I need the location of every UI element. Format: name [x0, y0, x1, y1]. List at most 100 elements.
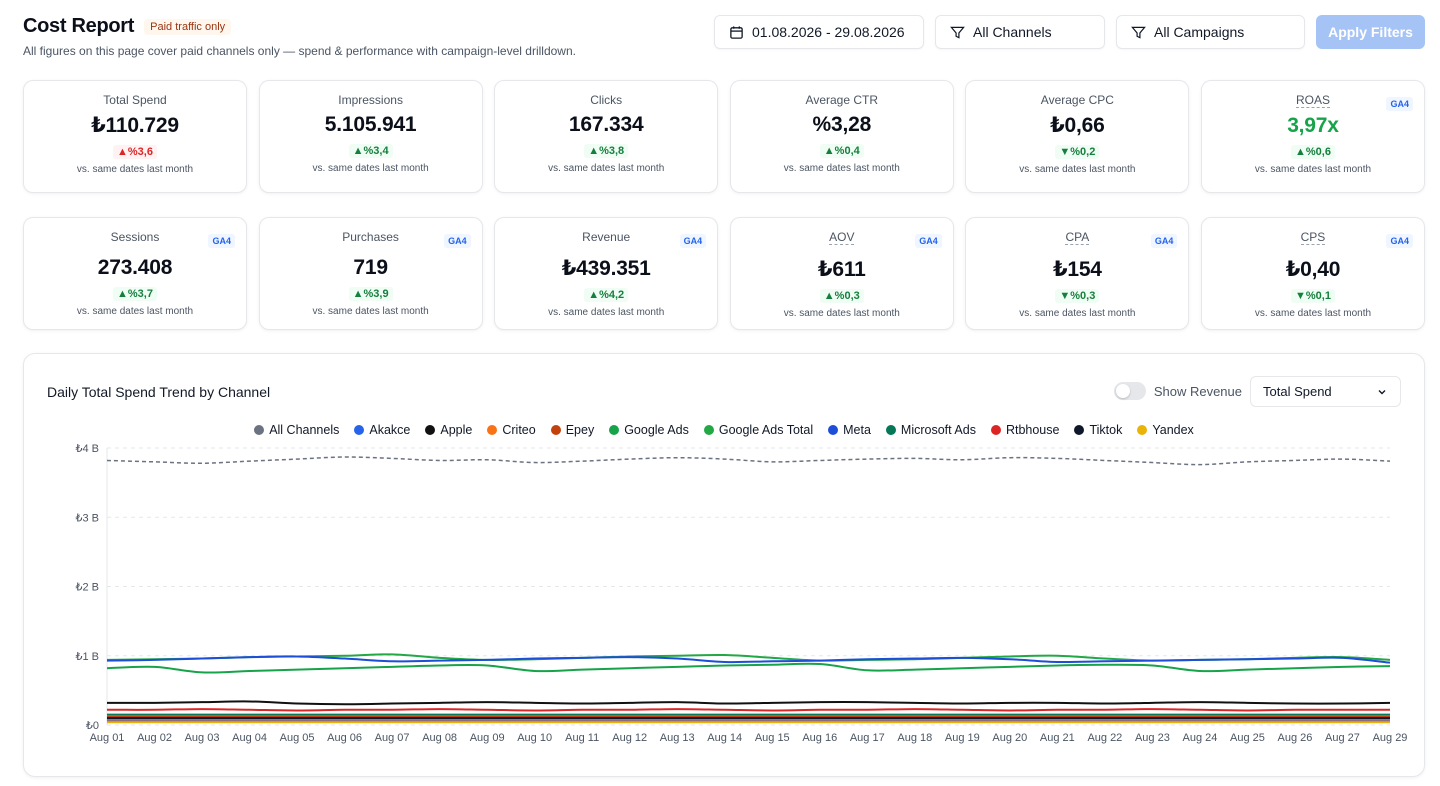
x-tick-label: Aug 17 — [850, 732, 885, 744]
kpi-comparison-note: vs. same dates last month — [1254, 164, 1372, 175]
legend-item[interactable]: Criteo — [487, 423, 536, 437]
kpi-comparison-note: vs. same dates last month — [76, 306, 194, 317]
filter-bar: 01.08.2026 - 29.08.2026 All Channels All… — [714, 15, 1425, 49]
kpi-change: ▲%0,4 — [819, 144, 864, 158]
x-tick-label: Aug 29 — [1373, 732, 1408, 744]
kpi-label: Sessions — [110, 230, 160, 244]
series-line[interactable] — [106, 662, 1391, 674]
x-tick-label: Aug 19 — [945, 732, 980, 744]
kpi-label: Total Spend — [103, 93, 167, 107]
kpi-change: ▲%4,2 — [584, 288, 629, 302]
kpi-comparison-note: vs. same dates last month — [1019, 164, 1136, 175]
x-tick-label: Aug 16 — [802, 732, 837, 744]
series-line[interactable] — [106, 655, 1391, 664]
paid-traffic-badge: Paid traffic only — [144, 18, 232, 35]
legend-dot — [254, 425, 265, 435]
x-tick-label: Aug 06 — [327, 732, 362, 744]
series-line[interactable] — [106, 708, 1390, 712]
legend-dot — [990, 425, 1001, 435]
chart-legend: All Channels Akakce Apple Criteo Epey Google … — [24, 423, 1424, 437]
kpi-value: ₺110.729 — [91, 114, 179, 137]
legend-dot — [354, 425, 365, 435]
metric-select-value: Total Spend — [1263, 384, 1332, 399]
x-tick-label: Aug 13 — [660, 732, 695, 744]
x-tick-label: Aug 15 — [755, 732, 790, 744]
kpi-change: ▲%0,6 — [1290, 145, 1335, 159]
kpi-comparison-note: vs. same dates last month — [548, 163, 665, 174]
kpi-comparison-note: vs. same dates last month — [548, 307, 665, 318]
legend-dot — [885, 425, 896, 435]
kpi-label: CPS — [1300, 230, 1326, 245]
legend-dot — [609, 425, 620, 435]
legend-item[interactable]: Google Ads — [609, 423, 689, 437]
legend-label: Epey — [565, 423, 595, 437]
show-revenue-toggle[interactable] — [1113, 382, 1146, 400]
legend-label: All Channels — [269, 423, 340, 437]
x-tick-label: Aug 24 — [1182, 732, 1217, 744]
x-tick-label: Aug 04 — [232, 732, 267, 744]
x-tick-label: Aug 11 — [565, 732, 599, 744]
campaigns-filter[interactable]: All Campaigns — [1116, 15, 1305, 49]
kpi-card: GA4 Sessions 273.408 ▲%3,7 vs. same dates la… — [23, 217, 247, 330]
x-tick-label: Aug 02 — [137, 732, 172, 744]
legend-item[interactable]: Rtbhouse — [990, 423, 1059, 437]
legend-item[interactable]: Meta — [828, 423, 871, 437]
kpi-change: ▲%0,3 — [819, 289, 864, 303]
kpi-value: 3,97x — [1287, 114, 1339, 137]
x-tick-label: Aug 25 — [1230, 732, 1265, 744]
x-tick-label: Aug 21 — [1040, 732, 1075, 744]
kpi-value: %3,28 — [812, 113, 872, 136]
kpi-comparison-note: vs. same dates last month — [312, 306, 429, 317]
kpi-card: GA4 AOV ₺611 ▲%0,3 vs. same dates last month — [729, 217, 954, 330]
show-revenue-toggle-wrap: Show Revenue — [1113, 382, 1242, 400]
kpi-change: ▲%3,8 — [584, 144, 629, 158]
kpi-comparison-note: vs. same dates last month — [783, 163, 900, 174]
legend-item[interactable]: Akakce — [354, 423, 410, 437]
legend-label: Akakce — [369, 423, 411, 437]
kpi-value: 5.105.941 — [324, 113, 417, 136]
x-tick-label: Aug 18 — [897, 732, 932, 744]
kpi-card: Impressions 5.105.941 ▲%3,4 vs. same dates … — [258, 80, 483, 193]
y-tick-label: ₺4 B — [75, 443, 99, 455]
legend-dot — [828, 425, 839, 435]
legend-item[interactable]: Epey — [550, 423, 595, 437]
kpi-label: AOV — [829, 230, 855, 245]
kpi-value: ₺611 — [817, 258, 866, 281]
kpi-comparison-note: vs. same dates last month — [76, 164, 194, 175]
metric-select[interactable]: Total Spend — [1250, 376, 1401, 407]
x-tick-label: Aug 08 — [422, 732, 457, 744]
kpi-value: ₺0,40 — [1285, 258, 1341, 281]
kpi-label: Average CTR — [805, 93, 879, 107]
kpi-change: ▲%3,9 — [348, 287, 393, 301]
x-tick-label: Aug 26 — [1278, 732, 1313, 744]
chart-title: Daily Total Spend Trend by Channel — [47, 384, 271, 400]
kpi-card: Average CPC ₺0,66 ▼%0,2 vs. same dates last… — [965, 80, 1190, 193]
kpi-change: ▼%0,3 — [1055, 289, 1100, 303]
kpi-card: GA4 Revenue ₺439.351 ▲%4,2 vs. same dates la… — [494, 217, 719, 330]
channels-filter[interactable]: All Channels — [935, 15, 1105, 49]
kpi-row-spend: Total Spend ₺110.729 ▲%3,6 vs. same dates l… — [23, 80, 1425, 193]
legend-dot — [1074, 425, 1085, 435]
kpi-value: 167.334 — [568, 113, 644, 136]
legend-item[interactable]: Microsoft Ads — [885, 423, 976, 437]
kpi-label: CPA — [1065, 230, 1090, 245]
y-tick-label: ₺3 B — [75, 512, 99, 524]
legend-dot — [425, 425, 436, 435]
legend-item[interactable]: Tiktok — [1074, 423, 1122, 437]
date-range-picker[interactable]: 01.08.2026 - 29.08.2026 — [714, 15, 924, 49]
apply-filters-button[interactable]: Apply Filters — [1316, 15, 1425, 49]
series-line[interactable] — [106, 700, 1391, 706]
kpi-change: ▼%0,1 — [1290, 289, 1335, 303]
channels-filter-value: All Channels — [973, 24, 1052, 40]
kpi-card: Total Spend ₺110.729 ▲%3,6 vs. same dates l… — [23, 80, 247, 193]
legend-item[interactable]: Apple — [425, 423, 472, 437]
kpi-value: ₺0,66 — [1050, 114, 1105, 137]
kpi-card: GA4 ROAS 3,97x ▲%0,6 vs. same dates last mon… — [1200, 80, 1425, 193]
legend-item[interactable]: Google Ads Total — [703, 423, 813, 437]
legend-label: Microsoft Ads — [900, 423, 976, 437]
kpi-label: Impressions — [338, 93, 403, 107]
legend-item[interactable]: Yandex — [1137, 423, 1194, 437]
legend-item[interactable]: All Channels — [254, 423, 339, 437]
series-line[interactable] — [106, 456, 1391, 466]
x-tick-label: Aug 27 — [1325, 732, 1360, 744]
